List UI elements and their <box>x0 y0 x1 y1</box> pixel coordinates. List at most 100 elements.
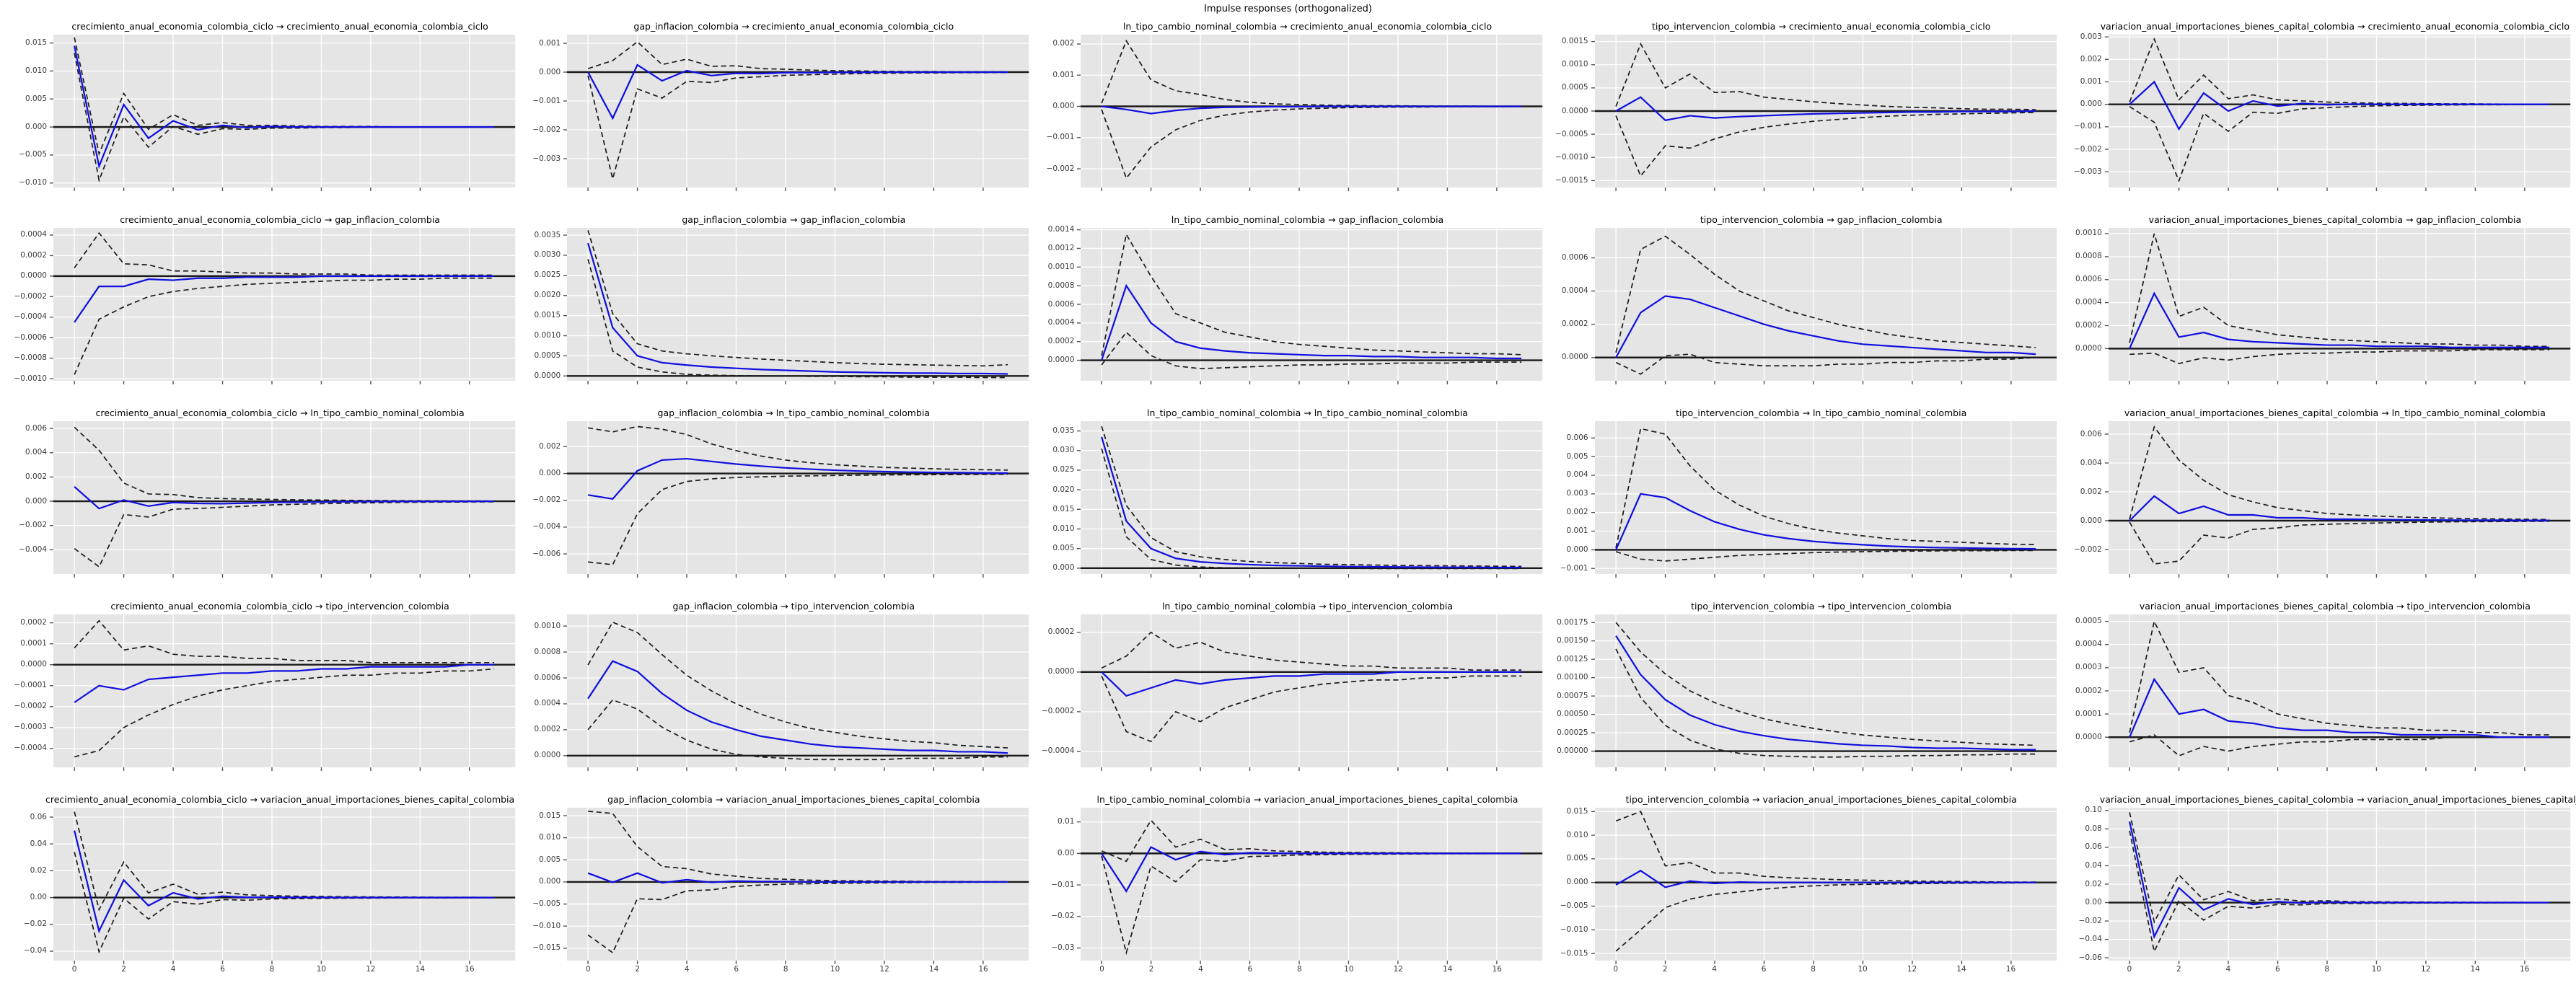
x-tick-label: 12 <box>366 965 376 974</box>
y-tick-label: 0.02 <box>2085 879 2102 888</box>
x-axis-tick-labels <box>2109 188 2570 203</box>
y-tick-label: 0.04 <box>2085 860 2102 870</box>
irf-subplot-r1c4: tipo_intervencion_colombia → crecimiento… <box>1549 20 2057 213</box>
y-tick-label: 0.00000 <box>1557 746 1588 756</box>
x-tick-label: 14 <box>1956 965 1966 974</box>
y-tick-label: −0.0002 <box>14 702 47 711</box>
y-tick-label: 0.005 <box>1566 854 1588 863</box>
x-axis-tick-labels <box>567 574 1029 590</box>
y-tick-label: 0.010 <box>1052 524 1075 533</box>
y-tick-label: 0.0004 <box>1561 286 1588 296</box>
subplot-title: gap_inflacion_colombia → tipo_intervenci… <box>672 601 915 612</box>
y-tick-label: −0.03 <box>1051 943 1075 952</box>
irf-plot-canvas <box>1591 808 2057 964</box>
irf-plot-canvas <box>563 808 1029 964</box>
irf-plot-canvas <box>49 228 516 384</box>
x-tick-label: 16 <box>465 965 475 974</box>
y-tick-label: −0.0006 <box>14 332 47 342</box>
irf-plot-canvas <box>1077 35 1543 191</box>
irf-subplot-r2c2: gap_inflacion_colombia → gap_inflacion_c… <box>521 213 1029 407</box>
subplot-body: 0.015 0.010 0.005 0.000 −0.005 −0.010 −0.015 0 2… <box>521 808 1029 974</box>
x-tick-label: 2 <box>121 965 126 974</box>
irf-subplot-r2c4: tipo_intervencion_colombia → gap_inflaci… <box>1549 213 2057 407</box>
y-tick-label: 0.0008 <box>2075 252 2102 261</box>
y-tick-label: 0.10 <box>2085 806 2102 815</box>
irf-subplot-r4c2: gap_inflacion_colombia → tipo_intervenci… <box>521 600 1029 793</box>
x-tick-label: 10 <box>1858 965 1868 974</box>
y-tick-label: −0.005 <box>532 899 561 909</box>
y-tick-label: −0.002 <box>2073 144 2102 154</box>
x-tick-label: 6 <box>220 965 225 974</box>
irf-plot-canvas <box>49 808 516 964</box>
plot-area <box>1077 228 1543 384</box>
subplot-body: 0.006 0.004 0.002 0.000 −0.002 <box>2062 421 2570 578</box>
x-tick-label: 12 <box>1907 965 1917 974</box>
x-tick-label: 16 <box>978 965 988 974</box>
y-tick-label: 0.001 <box>539 38 561 48</box>
y-tick-label: −0.02 <box>1051 912 1075 921</box>
subplot-body: 0.015 0.010 0.005 0.000 −0.005 −0.010 −0.015 0 2… <box>1549 807 2057 974</box>
x-tick-label: 2 <box>635 965 641 974</box>
y-tick-label: 0.0004 <box>534 699 561 708</box>
subplot-body: 0.006 0.005 0.004 0.003 0.002 0.001 0.000 −0.00… <box>1549 421 2057 578</box>
y-axis-tick-labels: 0.006 0.004 0.002 0.000 −0.002 <box>2062 421 2109 574</box>
y-tick-label: 0.004 <box>2080 458 2102 467</box>
irf-subplot-r5c1: crecimiento_anual_economia_colombia_cicl… <box>7 793 516 987</box>
y-tick-label: 0.00150 <box>1557 636 1588 645</box>
x-tick-label: 4 <box>1198 965 1203 974</box>
y-tick-label: 0.035 <box>1052 426 1075 436</box>
subplot-body: 0.0014 0.0012 0.0010 0.0008 0.0006 0.0004 0.00… <box>1034 225 1543 384</box>
x-tick-label: 0 <box>585 965 591 974</box>
y-axis-tick-labels: 0.006 0.004 0.002 0.000 −0.002 −0.004 <box>7 421 53 574</box>
plot-area <box>2104 421 2570 578</box>
y-tick-label: −0.010 <box>1560 925 1588 934</box>
x-tick-label: 4 <box>684 965 690 974</box>
irf-subplot-r2c3: ln_tipo_cambio_nominal_colombia → gap_in… <box>1034 213 1543 407</box>
y-tick-label: 0.0000 <box>2075 732 2102 741</box>
y-tick-label: 0.0004 <box>2075 298 2102 307</box>
subplot-title: ln_tipo_cambio_nominal_colombia → tipo_i… <box>1161 601 1454 612</box>
y-tick-label: −0.0010 <box>14 374 47 383</box>
x-axis-tick-labels <box>53 574 515 590</box>
x-tick-label: 6 <box>1761 965 1767 974</box>
subplot-body: 0.0002 0.0000 −0.0002 −0.0004 <box>1034 614 1543 771</box>
subplot-title: gap_inflacion_colombia → crecimiento_anu… <box>633 21 954 32</box>
y-axis-tick-labels: 0.01 0.00 −0.01 −0.02 −0.03 <box>1034 808 1081 961</box>
y-tick-label: 0.000 <box>539 877 561 886</box>
irf-plot-canvas <box>1591 35 2057 191</box>
y-axis-tick-labels: 0.003 0.002 0.001 0.000 −0.001 −0.002 −0.003 <box>2062 32 2109 188</box>
y-axis-tick-labels: 0.006 0.005 0.004 0.003 0.002 0.001 0.000 −0.00… <box>1549 421 1595 574</box>
y-tick-label: 0.002 <box>25 472 47 481</box>
subplot-body: 0.035 0.030 0.025 0.020 0.015 0.010 0.005 0.000 <box>1034 421 1543 578</box>
x-axis-tick-labels <box>2109 767 2570 783</box>
irf-subplot-r4c5: variacion_anual_importaciones_bienes_cap… <box>2062 600 2570 793</box>
y-tick-label: 0.0008 <box>534 647 561 656</box>
irf-grid: crecimiento_anual_economia_colombia_cicl… <box>7 20 2576 987</box>
y-tick-label: 0.004 <box>25 448 47 457</box>
y-axis-tick-labels: 0.10 0.08 0.06 0.04 0.02 0.00 −0.02 −0.04 −0.06 <box>2062 806 2109 961</box>
plot-area: 0 2 4 6 8 10 12 14 16 <box>49 808 516 974</box>
y-tick-label: 0.004 <box>1566 470 1588 480</box>
y-tick-label: 0.015 <box>539 811 561 820</box>
x-tick-label: 6 <box>734 965 739 974</box>
x-axis-tick-labels <box>2109 381 2570 397</box>
plot-area <box>49 228 516 384</box>
x-tick-label: 4 <box>2225 965 2231 974</box>
y-tick-label: 0.00100 <box>1557 673 1588 682</box>
x-axis-tick-labels <box>567 767 1029 783</box>
y-tick-label: 0.010 <box>1566 830 1588 839</box>
y-tick-label: 0.00 <box>2085 898 2102 907</box>
y-tick-label: 0.025 <box>1052 465 1075 475</box>
y-tick-label: −0.001 <box>1560 563 1588 573</box>
plot-area <box>1077 421 1543 578</box>
subplot-body: 0.001 0.000 −0.001 −0.002 −0.003 <box>521 35 1029 191</box>
y-tick-label: 0.0005 <box>534 350 561 360</box>
y-tick-label: −0.0001 <box>14 681 47 690</box>
irf-plot-canvas <box>2104 228 2570 384</box>
y-tick-label: 0.0002 <box>2075 686 2102 695</box>
plot-area <box>1077 614 1543 771</box>
y-tick-label: −0.0015 <box>1555 175 1588 185</box>
y-axis-tick-labels: 0.0004 0.0002 0.0000 −0.0002 −0.0004 −0.0006 −… <box>7 228 53 383</box>
y-tick-label: 0.0000 <box>534 371 561 380</box>
x-axis-tick-labels <box>1081 381 1542 397</box>
